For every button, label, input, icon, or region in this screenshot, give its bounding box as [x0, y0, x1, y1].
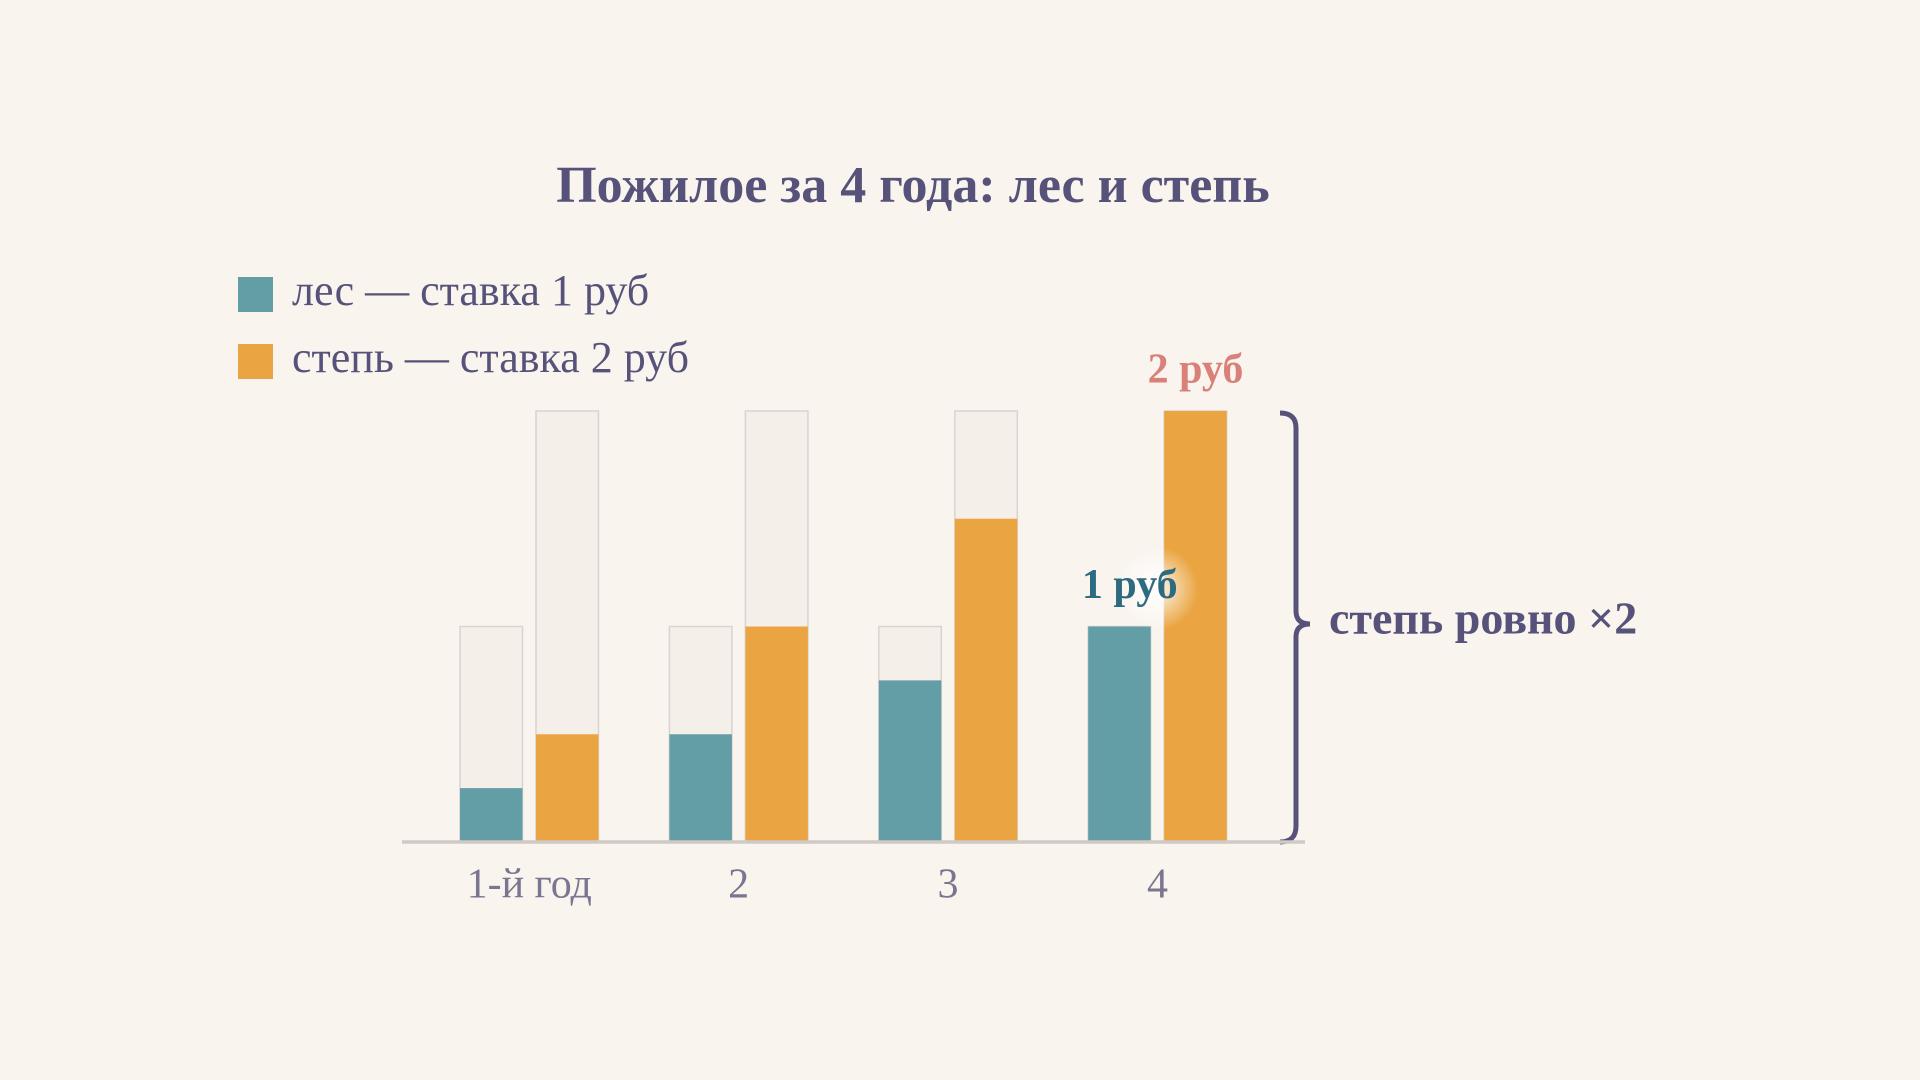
bar	[1164, 411, 1227, 842]
annotation: степь ровно ×2	[1329, 593, 1637, 644]
label-glow	[1114, 546, 1199, 631]
legend-swatch	[238, 277, 273, 312]
legend-label: лес — ставка 1 руб	[292, 266, 649, 315]
bar	[536, 734, 599, 842]
legend-label: степь — ставка 2 руб	[292, 333, 689, 382]
bar	[745, 626, 808, 842]
x-tick-label: 3	[938, 862, 959, 908]
legend-swatch	[238, 344, 273, 379]
brace	[1279, 410, 1311, 845]
bar	[954, 518, 1018, 842]
chart-title: Пожилое за 4 года: лес и степь	[556, 157, 1270, 214]
value-label: 2 руб	[1148, 347, 1244, 393]
bar	[1088, 626, 1151, 842]
value-label: 1 руб	[1082, 562, 1178, 608]
bar	[878, 680, 942, 842]
bar	[460, 788, 523, 842]
bar	[669, 734, 732, 842]
x-tick-label: 4	[1147, 862, 1168, 908]
x-tick-label: 1-й год	[467, 862, 592, 908]
x-tick-label: 2	[728, 862, 749, 908]
